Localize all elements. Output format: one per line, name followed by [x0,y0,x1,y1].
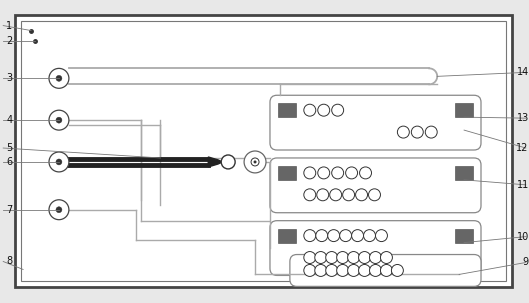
Bar [278,103,296,117]
Circle shape [56,75,62,81]
Circle shape [359,265,370,276]
Circle shape [304,265,316,276]
Circle shape [315,265,327,276]
FancyBboxPatch shape [270,221,481,275]
Circle shape [304,167,316,179]
Circle shape [380,251,393,264]
Circle shape [316,230,327,241]
Text: 14: 14 [516,67,529,77]
Text: 10: 10 [516,231,529,241]
Text: 7: 7 [6,205,13,215]
Circle shape [336,265,349,276]
Circle shape [253,161,257,163]
Text: 13: 13 [516,113,529,123]
Circle shape [343,189,354,201]
Circle shape [326,265,338,276]
Circle shape [340,230,352,241]
Circle shape [370,265,381,276]
Circle shape [332,167,344,179]
Circle shape [348,265,360,276]
Circle shape [370,251,381,264]
Circle shape [49,152,69,172]
Circle shape [56,207,62,213]
Bar [278,229,296,243]
FancyBboxPatch shape [290,255,481,286]
Circle shape [360,167,371,179]
Bar [21,21,506,281]
Circle shape [380,265,393,276]
Circle shape [244,151,266,173]
Circle shape [359,251,370,264]
Circle shape [363,230,376,241]
Bar [455,229,473,243]
Text: 8: 8 [6,257,12,267]
FancyBboxPatch shape [270,95,481,150]
Circle shape [49,68,69,88]
Text: 4: 4 [6,115,12,125]
Circle shape [221,155,235,169]
Circle shape [425,126,437,138]
Text: 3: 3 [6,73,12,83]
Circle shape [352,230,363,241]
Bar [455,166,473,180]
Text: 9: 9 [523,258,529,268]
Circle shape [412,126,423,138]
Circle shape [56,117,62,123]
Circle shape [327,230,340,241]
Circle shape [332,104,344,116]
Text: 6: 6 [6,157,12,167]
Circle shape [336,251,349,264]
Circle shape [315,251,327,264]
Text: 5: 5 [6,143,13,153]
Circle shape [304,230,316,241]
Circle shape [355,189,368,201]
Circle shape [318,167,330,179]
Circle shape [369,189,380,201]
Circle shape [304,189,316,201]
Circle shape [304,251,316,264]
Circle shape [397,126,409,138]
Bar [278,166,296,180]
Polygon shape [208,157,222,167]
Circle shape [376,230,387,241]
Circle shape [330,189,342,201]
Circle shape [304,104,316,116]
Bar [455,103,473,117]
Circle shape [251,158,259,166]
Text: 1: 1 [6,21,12,31]
Text: 12: 12 [516,143,529,153]
Circle shape [348,251,360,264]
Circle shape [49,110,69,130]
Text: 11: 11 [516,180,529,190]
Circle shape [326,251,338,264]
Circle shape [56,159,62,165]
Circle shape [49,200,69,220]
Circle shape [318,104,330,116]
Circle shape [317,189,329,201]
FancyBboxPatch shape [270,158,481,213]
Circle shape [345,167,358,179]
Circle shape [391,265,403,276]
Text: 2: 2 [6,35,13,45]
